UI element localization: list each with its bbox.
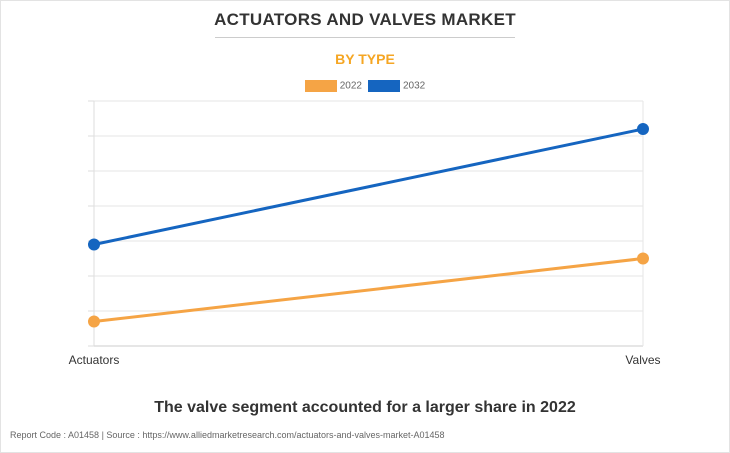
x-tick-label: Valves: [625, 353, 660, 367]
chart-title: ACTUATORS AND VALVES MARKET: [214, 10, 516, 29]
legend-item-2022[interactable]: 2022: [304, 80, 362, 92]
data-point-2022: [88, 315, 100, 328]
source-footer: Report Code : A01458 | Source : https://…: [10, 430, 445, 440]
legend-swatch: [368, 80, 400, 92]
legend-swatch: [304, 80, 337, 92]
data-point-2032: [637, 123, 649, 135]
legend-label: 2032: [403, 80, 426, 92]
series-line-2022: [93, 257, 644, 323]
data-point-2022: [637, 252, 649, 265]
legend-item-2032[interactable]: 2032: [368, 80, 425, 92]
x-tick-label: Actuators: [69, 353, 120, 367]
title-divider: [215, 37, 515, 38]
data-point-2032: [88, 238, 100, 251]
legend: 2022 2032: [0, 80, 730, 92]
series-line-2032: [93, 127, 644, 246]
chart-caption: The valve segment accounted for a larger…: [154, 399, 576, 416]
chart-subtitle: BY TYPE: [335, 51, 395, 67]
legend-label: 2022: [339, 80, 362, 92]
